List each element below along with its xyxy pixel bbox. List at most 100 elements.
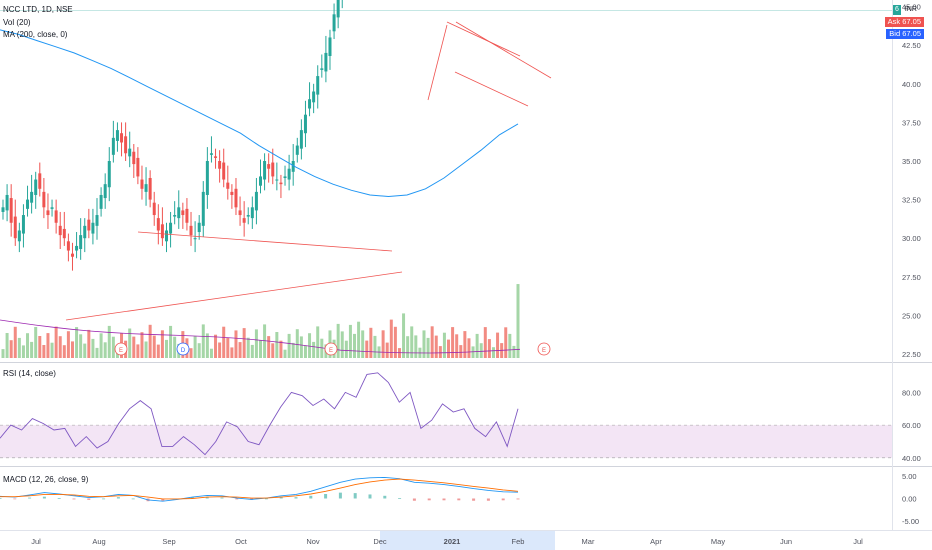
volume-bar xyxy=(136,344,140,358)
time-tick-label: Apr xyxy=(650,537,662,546)
macd-histogram-bar xyxy=(427,498,431,501)
volume-bar xyxy=(5,333,9,358)
candle-body xyxy=(132,151,136,165)
candle-body xyxy=(250,207,254,219)
candle-body xyxy=(275,179,279,181)
volume-bar xyxy=(373,335,377,358)
candle-body xyxy=(107,161,111,188)
macd-histogram-bar xyxy=(42,496,46,499)
volume-bar xyxy=(275,332,279,358)
candle-body xyxy=(295,145,299,155)
candle-body xyxy=(164,230,168,242)
volume-bar xyxy=(99,333,103,358)
volume-bar xyxy=(254,329,258,358)
price-tick-label: 25.00 xyxy=(902,311,921,320)
currency-label: INR xyxy=(904,6,917,13)
volume-bar xyxy=(348,324,352,358)
volume-bar xyxy=(447,339,451,358)
macd-histogram-bar xyxy=(131,498,135,500)
volume-bar xyxy=(132,336,136,358)
time-tick-label: Nov xyxy=(306,537,320,546)
volume-bar xyxy=(340,331,344,358)
volume-bar xyxy=(263,324,267,358)
candle-body xyxy=(234,188,238,208)
candle-body xyxy=(263,161,267,180)
symbol-legend: NCC LTD, 1D, NSE xyxy=(3,5,73,14)
candle-body xyxy=(254,191,258,211)
volume-bar xyxy=(128,328,132,358)
event-marker-label: E xyxy=(329,348,333,354)
candle-body xyxy=(70,253,74,257)
volume-bar xyxy=(504,327,508,358)
time-tick-label: Oct xyxy=(235,537,248,546)
volume-bar xyxy=(107,325,111,358)
volume-bar xyxy=(259,340,262,358)
time-tick-label: 2021 xyxy=(444,537,461,546)
volume-bar xyxy=(434,335,438,358)
volume-bar xyxy=(144,341,148,358)
candle-body xyxy=(66,241,70,251)
candle-body xyxy=(34,179,38,195)
candle-body xyxy=(214,156,218,158)
volume-bar xyxy=(164,339,168,358)
volume-bar xyxy=(357,321,361,358)
candle-body xyxy=(83,225,87,239)
price-tick-label: 45.00 xyxy=(902,3,921,12)
event-marker xyxy=(537,342,551,356)
volume-bar xyxy=(426,337,430,358)
volume-bar xyxy=(58,336,62,358)
price-tick-label: 30.00 xyxy=(902,234,921,243)
macd-histogram-bar xyxy=(161,498,165,501)
candle-body xyxy=(259,176,262,186)
candle-body xyxy=(291,161,295,172)
candle-body xyxy=(9,198,13,223)
candle-body xyxy=(271,162,275,177)
candle-body xyxy=(316,76,320,95)
volume-bar xyxy=(479,343,483,358)
volume-bar xyxy=(193,336,197,358)
volume-bar xyxy=(230,347,234,358)
time-tick-label: Jul xyxy=(31,537,41,546)
volume-bar xyxy=(246,337,250,358)
candle-body xyxy=(152,202,156,216)
time-tick-label: Feb xyxy=(512,537,525,546)
candle-body xyxy=(169,222,173,234)
candle-body xyxy=(303,114,307,134)
volume-bar xyxy=(205,333,209,358)
macd-histogram-bar xyxy=(102,498,106,500)
volume-bar xyxy=(422,330,426,358)
volume-bar xyxy=(54,326,58,358)
event-marker xyxy=(324,342,338,356)
candle-body xyxy=(136,157,140,177)
candle-body xyxy=(79,235,83,250)
volume-bar xyxy=(226,337,230,358)
volume-bar xyxy=(267,336,271,358)
candle-body xyxy=(26,199,30,209)
price-tag-row: 6 INR xyxy=(893,5,930,15)
macd-histogram-bar xyxy=(279,497,283,499)
macd-histogram-bar xyxy=(0,498,2,499)
volume-bar xyxy=(487,339,491,358)
candle-body xyxy=(287,168,291,180)
candle-body xyxy=(1,207,5,212)
volume-bar xyxy=(279,340,283,358)
volume-bar xyxy=(70,341,74,358)
candle-body xyxy=(156,218,160,231)
candle-body xyxy=(160,224,164,239)
macd-histogram-bar xyxy=(220,497,224,499)
volume-bar xyxy=(197,343,201,358)
candle-body xyxy=(332,14,336,32)
volume-bar xyxy=(287,333,291,358)
bid-badge: Bid 67.05 xyxy=(886,29,924,39)
volume-bar xyxy=(389,319,393,358)
candle-body xyxy=(189,225,193,236)
volume-bar xyxy=(406,336,410,358)
time-axis-highlight xyxy=(380,530,555,550)
volume-bar xyxy=(385,342,389,358)
volume-bar xyxy=(30,341,34,358)
candle-body xyxy=(185,208,189,223)
volume-bar xyxy=(459,345,463,358)
macd-histogram-bar xyxy=(190,497,194,499)
volume-bar xyxy=(250,344,254,358)
